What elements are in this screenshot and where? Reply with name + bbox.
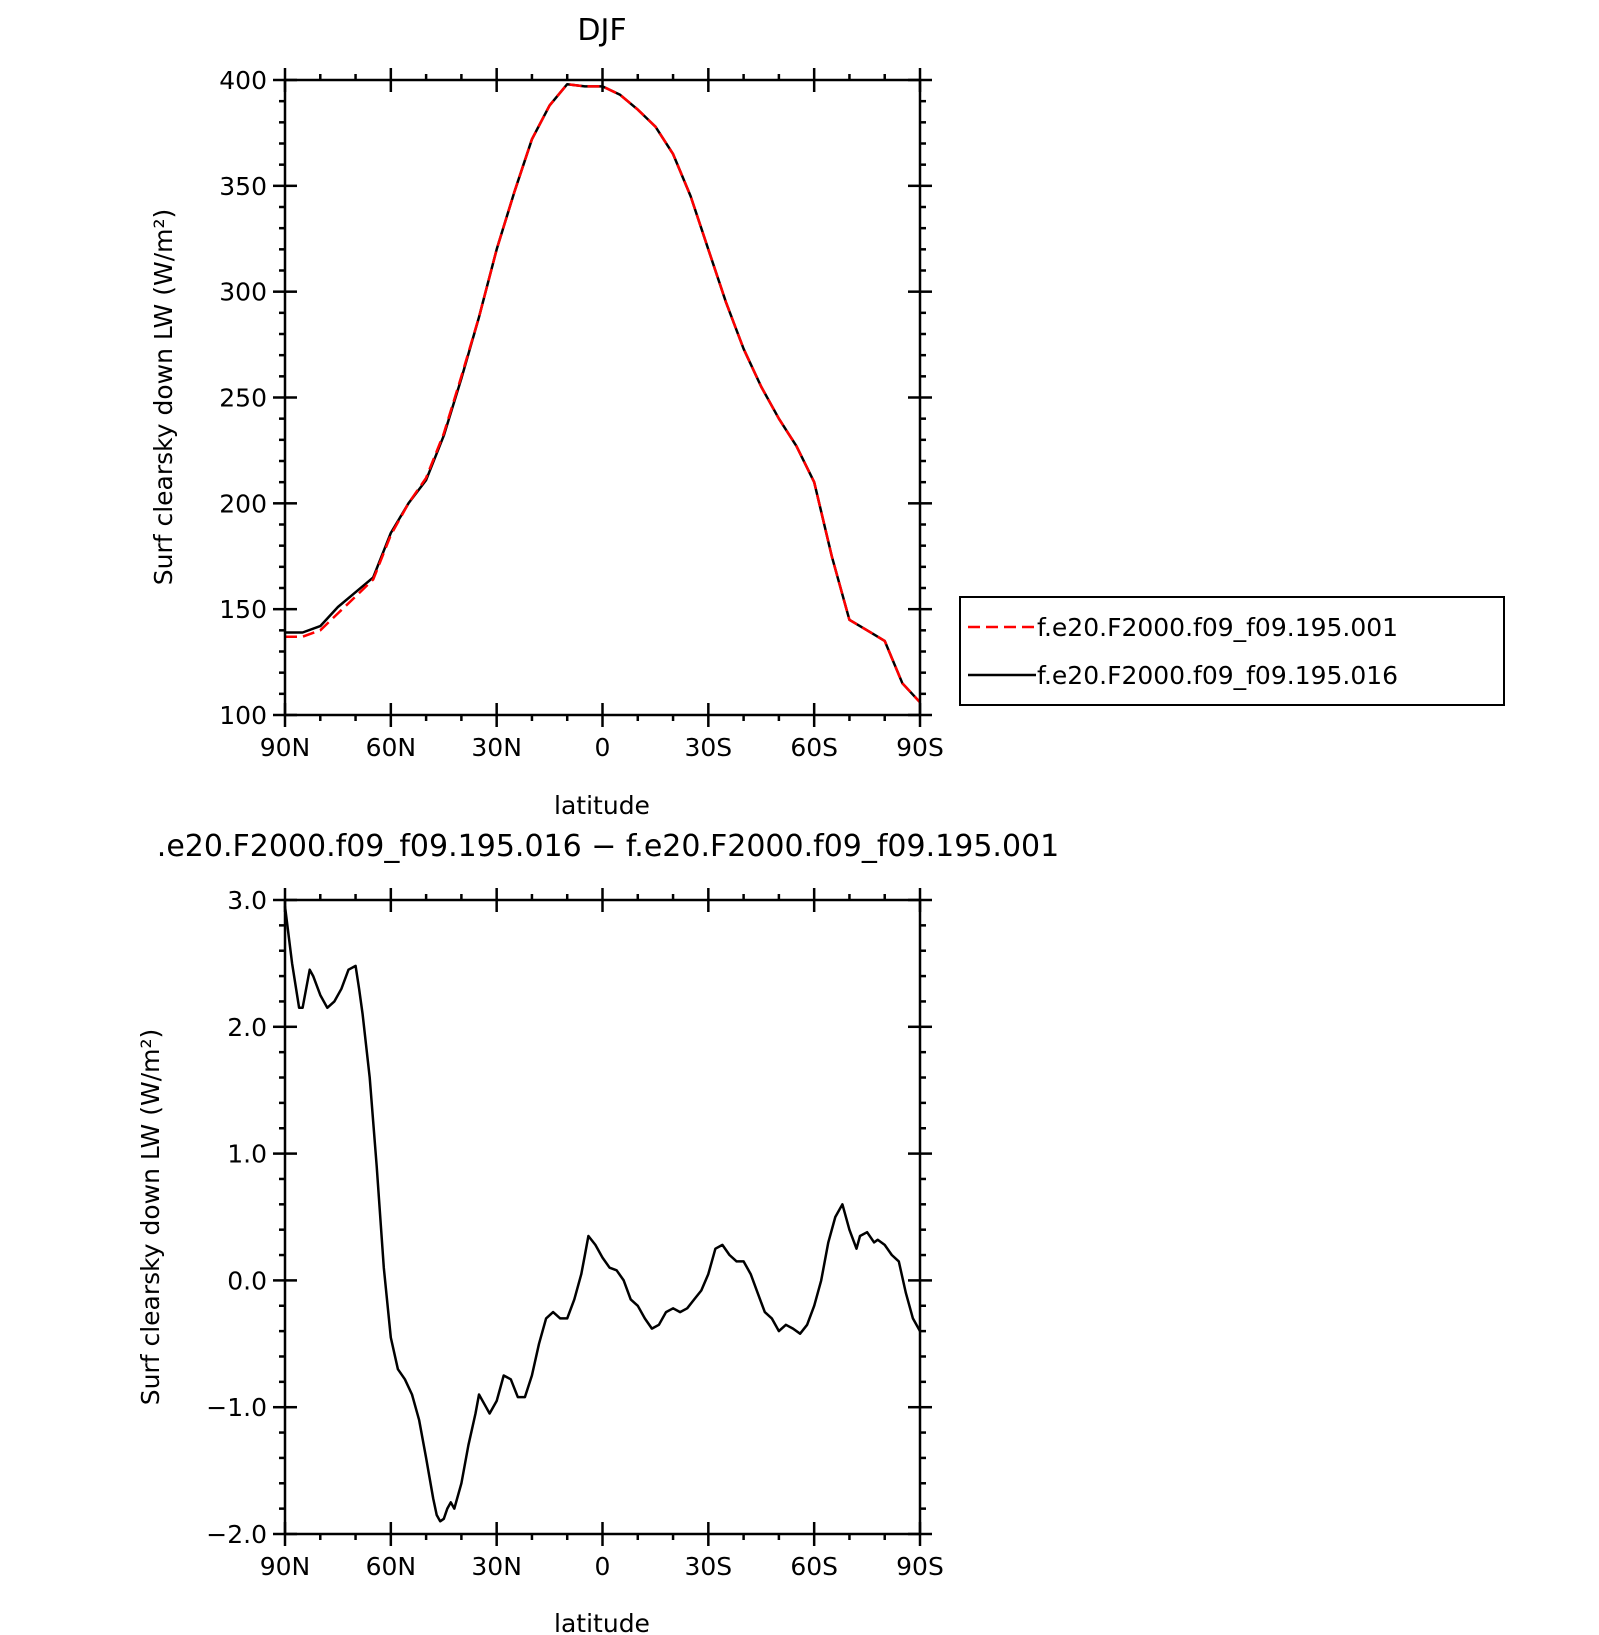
x-tick-label: 0 <box>595 1552 611 1581</box>
x-tick-label: 0 <box>595 733 611 762</box>
plot-frame <box>283 78 922 717</box>
x-tick-label: 90N <box>260 1552 311 1581</box>
y-tick-label: 3.0 <box>227 886 267 915</box>
y-tick-label: 100 <box>219 701 267 730</box>
y-tick-label: −2.0 <box>206 1520 267 1549</box>
x-tick-label: 30S <box>684 1552 732 1581</box>
legend-label-series-001: f.e20.F2000.f09_f09.195.001 <box>1037 613 1398 642</box>
x-tick-label: 30S <box>684 733 732 762</box>
chart-panel-difference: .e20.F2000.f09_f09.195.016 − f.e20.F2000… <box>136 829 1059 1635</box>
chart-panel-djf: DJF 90N 60N 30N 0 30S 60S 90S 100 150 200 250 300 35… <box>149 13 1505 820</box>
plot-lines <box>283 906 922 1523</box>
chart-title: DJF <box>577 13 626 48</box>
plot-lines <box>285 82 921 704</box>
series-line-1 <box>283 906 922 1523</box>
axis-ticks: 90N 60N 30N 0 30S 60S 90S 100 150 200 250 300 350 400 <box>219 66 944 762</box>
y-tick-label: 350 <box>219 172 267 201</box>
x-tick-label: 60S <box>790 1552 838 1581</box>
x-tick-label: 30N <box>471 733 522 762</box>
series-line-2 <box>285 82 921 704</box>
x-tick-label: 30N <box>471 1552 522 1581</box>
y-tick-label: 400 <box>219 66 267 95</box>
chart-title: .e20.F2000.f09_f09.195.016 − f.e20.F2000… <box>157 829 1059 864</box>
x-tick-label: 60S <box>790 733 838 762</box>
y-tick-label: 0.0 <box>227 1266 267 1295</box>
legend: f.e20.F2000.f09_f09.195.001 f.e20.F2000.… <box>959 596 1505 706</box>
legend-box <box>959 596 1505 706</box>
legend-label-series-016: f.e20.F2000.f09_f09.195.016 <box>1037 661 1398 690</box>
y-axis-label: Surf clearsky down LW (W/m²) <box>136 1029 165 1406</box>
y-tick-label: 250 <box>219 384 267 413</box>
x-tick-label: 90S <box>896 733 944 762</box>
x-tick-label: 90S <box>896 1552 944 1581</box>
y-tick-label: 1.0 <box>227 1140 267 1169</box>
axis-ticks: 90N 60N 30N 0 30S 60S 90S −2.0 −1.0 0.0 1.0 2.0 3.0 <box>206 886 944 1581</box>
x-tick-label: 60N <box>366 733 417 762</box>
y-axis-label: Surf clearsky down LW (W/m²) <box>149 209 178 586</box>
x-tick-label: 60N <box>366 1552 417 1581</box>
y-tick-label: 2.0 <box>227 1013 267 1042</box>
x-axis-label: latitude <box>554 1609 650 1635</box>
series-line-1 <box>285 82 921 704</box>
y-tick-label: 200 <box>219 489 267 518</box>
x-axis-label: latitude <box>554 791 650 820</box>
y-tick-label: −1.0 <box>206 1393 267 1422</box>
y-tick-label: 300 <box>219 278 267 307</box>
x-tick-label: 90N <box>260 733 311 762</box>
y-tick-label: 150 <box>219 595 267 624</box>
